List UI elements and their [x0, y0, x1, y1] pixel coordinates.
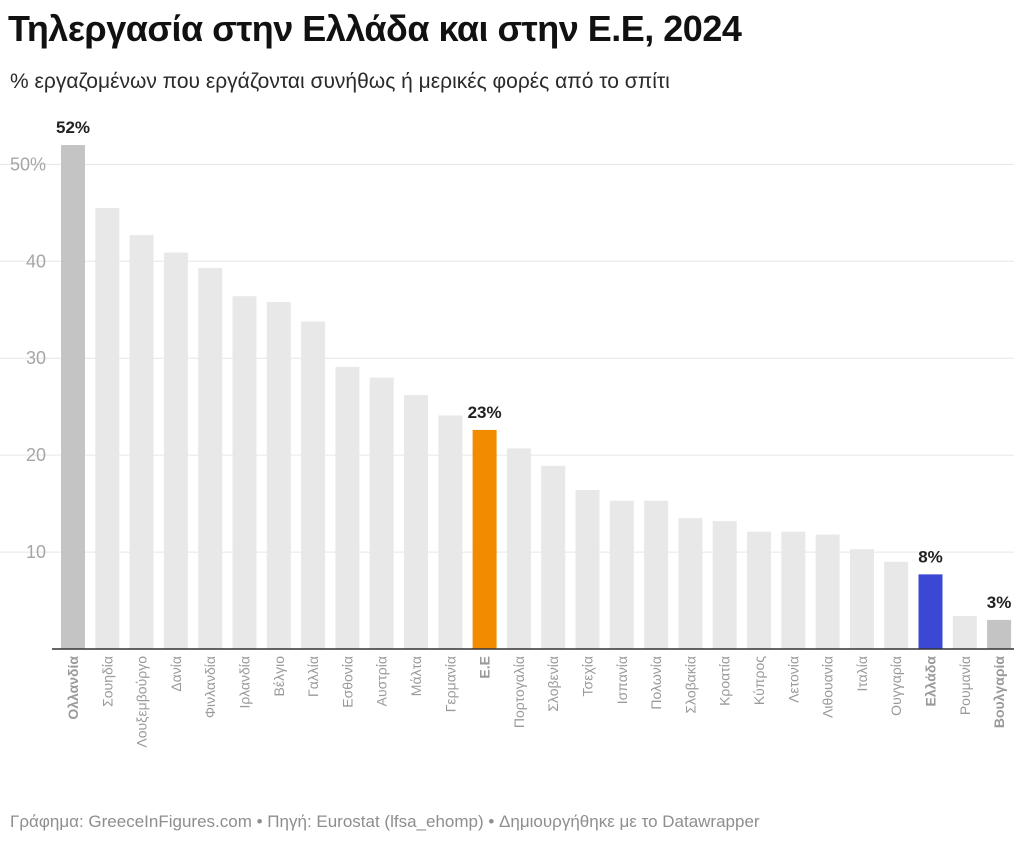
category-label-28: Βουλγαρία	[991, 656, 1007, 729]
category-label-17: Ισπανία	[614, 656, 630, 704]
bar-10	[369, 377, 394, 649]
bar-21	[747, 531, 771, 649]
bar-11	[404, 395, 428, 649]
chart-title: Τηλεργασία στην Ελλάδα και στην Ε.Ε, 202…	[8, 8, 742, 49]
bar-25	[884, 561, 909, 649]
category-label-5: Φινλανδία	[202, 656, 218, 718]
bar-4	[163, 252, 188, 650]
category-label-3: Λουξεμβούργο	[134, 656, 150, 748]
category-label-9: Εσθονία	[339, 656, 355, 708]
bar-18	[644, 500, 669, 649]
category-label-21: Κύπρος	[751, 656, 767, 705]
category-label-20: Κροατία	[717, 656, 733, 706]
value-label-1: 52%	[56, 118, 90, 137]
chart-footer: Γράφημα: GreeceInFigures.com • Πηγή: Eur…	[10, 812, 760, 831]
y-tick-label-40: 40	[26, 251, 46, 271]
bar-23	[815, 534, 840, 649]
y-tick-label-30: 30	[26, 348, 46, 368]
bar-26	[918, 574, 943, 649]
category-label-10: Αυστρία	[374, 656, 390, 706]
bar-9	[335, 366, 360, 649]
bar-1	[61, 145, 85, 649]
category-label-11: Μάλτα	[408, 656, 424, 696]
bar-8	[301, 321, 326, 649]
bar-24	[849, 549, 874, 649]
bar-7	[266, 302, 291, 649]
bar-22	[781, 531, 806, 649]
bar-15	[541, 465, 566, 649]
category-label-13: Ε.Ε	[477, 656, 493, 679]
category-label-12: Γερμανία	[442, 656, 458, 712]
y-tick-label-20: 20	[26, 445, 46, 465]
bar-3	[129, 235, 154, 649]
category-label-24: Ιταλία	[854, 656, 870, 692]
bar-28	[987, 619, 1012, 649]
y-tick-label-10: 10	[26, 542, 46, 562]
value-label-26: 8%	[918, 547, 943, 566]
category-label-14: Πορτογαλία	[511, 656, 527, 728]
category-label-15: Σλοβενία	[545, 656, 561, 712]
category-label-18: Πολωνία	[648, 656, 664, 710]
bar-6	[232, 296, 257, 649]
category-label-25: Ουγγαρία	[888, 656, 904, 716]
value-label-28: 3%	[987, 593, 1012, 612]
bar-13	[472, 429, 497, 649]
category-label-27: Ρουμανία	[957, 656, 973, 715]
category-label-4: Δανία	[168, 656, 184, 692]
category-label-8: Γαλλία	[305, 656, 321, 697]
bar-16	[575, 490, 600, 649]
bar-17	[609, 500, 634, 649]
category-label-7: Βέλγιο	[271, 656, 287, 697]
value-label-13: 23%	[468, 403, 502, 422]
category-label-2: Σουηδία	[99, 656, 115, 707]
bar-14	[506, 448, 531, 649]
category-label-23: Λιθουανία	[820, 656, 836, 718]
category-label-19: Σλοβακία	[682, 656, 698, 714]
bar-27	[952, 616, 977, 649]
bar-2	[95, 208, 120, 649]
category-label-6: Ιρλανδία	[237, 656, 253, 708]
bar-chart: 10 20 30 40 50% 52% Ολλανδία Σουηδία Λουξεμβούργ…	[0, 118, 1014, 748]
chart-subtitle: % εργαζομένων που εργάζονται συνήθως ή μ…	[10, 70, 670, 93]
category-label-26: Ελλάδα	[923, 656, 939, 707]
bar-19	[678, 518, 703, 649]
bar-12	[438, 415, 463, 649]
category-label-16: Τσεχία	[580, 656, 596, 696]
bar-20	[712, 521, 737, 649]
y-tick-label-50: 50%	[10, 154, 46, 174]
category-label-1: Ολλανδία	[65, 656, 81, 720]
bar-5	[198, 268, 223, 649]
category-label-22: Λετονία	[785, 656, 801, 703]
